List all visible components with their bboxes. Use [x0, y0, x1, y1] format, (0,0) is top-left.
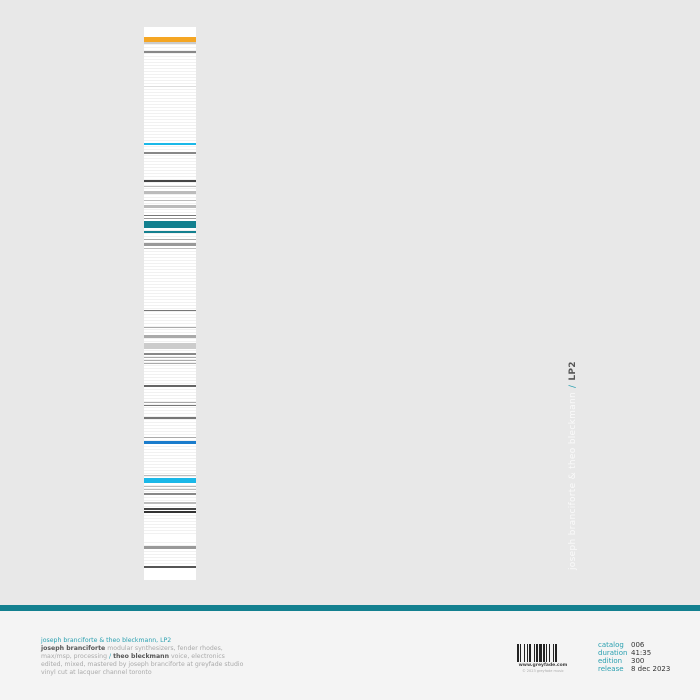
stripe [144, 478, 196, 483]
stripe [144, 486, 196, 487]
stripe [144, 221, 196, 228]
stripe [144, 357, 196, 358]
info-row-catalog: catalog 006 [598, 641, 670, 649]
stripe [144, 441, 196, 444]
stripe [144, 231, 196, 233]
stripe [144, 243, 196, 246]
artist2: theo bleckmann [113, 653, 169, 660]
barcode-url: www.greyfade.com [518, 663, 568, 668]
spine-separator: / [568, 384, 578, 388]
stripe [144, 205, 196, 208]
stripe [144, 546, 196, 549]
barcode-copyright: © 2023 greyfade music [522, 669, 564, 673]
credits-vinyl: vinyl cut at lacquer channel toronto [41, 669, 152, 676]
credits-slash: / [109, 653, 114, 660]
stripe [144, 353, 196, 355]
stripe-artwork [144, 27, 196, 580]
artist1-role: modular synthesizers, fender rhodes, [105, 645, 223, 652]
footer [0, 611, 700, 700]
barcode-bar [553, 644, 554, 662]
stripe [144, 27, 196, 37]
stripe [144, 248, 196, 249]
info-value: 41:35 [631, 649, 652, 657]
credits: joseph branciforte & theo bleckmann, LP2… [41, 637, 243, 677]
barcode [517, 644, 569, 662]
stripe [144, 508, 196, 510]
stripe [144, 335, 196, 338]
credits-production: edited, mixed, mastered by joseph branci… [41, 661, 244, 668]
barcode-bar [546, 644, 547, 662]
info-row-edition: edition 300 [598, 657, 670, 665]
stripe [144, 215, 196, 216]
spine-album-title: LP2 [568, 361, 578, 381]
stripe [144, 186, 196, 187]
stripe [144, 51, 196, 53]
stripe [144, 360, 196, 361]
stripe [144, 42, 196, 44]
info-row-duration: duration 41:35 [598, 649, 670, 657]
info-row-release: release 8 dec 2023 [598, 665, 670, 673]
stripe [144, 152, 196, 154]
barcode-bar [549, 644, 550, 662]
stripe [144, 475, 196, 476]
stripe [144, 86, 196, 87]
stripe [144, 191, 196, 194]
stripe [144, 218, 196, 219]
barcode-bar [536, 644, 538, 662]
spine-title: joseph branciforte & theo bleckmann / LP2 [568, 361, 578, 570]
stripe [144, 502, 196, 504]
stripe [144, 402, 196, 403]
stripe [144, 343, 196, 349]
stripe [144, 385, 196, 387]
barcode-bar [527, 644, 528, 662]
barcode-bar [529, 644, 531, 662]
stripe [144, 437, 196, 438]
barcode-bar [539, 644, 542, 662]
info-label: duration [598, 649, 628, 657]
stripe [144, 200, 196, 201]
stripe [144, 239, 196, 240]
barcode-bar [534, 644, 535, 662]
info-value: 300 [631, 657, 645, 665]
barcode-bar [517, 644, 519, 662]
barcode-bar [520, 644, 521, 662]
stripe [144, 310, 196, 311]
stripe [144, 327, 196, 328]
stripe [144, 566, 196, 568]
stripe [144, 363, 196, 364]
release-info: catalog 006 duration 41:35 edition 300 rele… [598, 641, 670, 673]
barcode-bar [524, 644, 525, 662]
stripe [144, 536, 196, 541]
stripe [144, 37, 196, 42]
info-label: edition [598, 657, 623, 665]
info-label: release [598, 665, 624, 673]
stripe [144, 180, 196, 182]
info-value: 006 [631, 641, 645, 649]
spine-artists: joseph branciforte & theo bleckmann [568, 391, 578, 570]
info-label: catalog [598, 641, 624, 649]
barcode-bar [555, 644, 557, 662]
stripe [144, 569, 196, 580]
stripe [144, 417, 196, 419]
stripe [144, 511, 196, 513]
artist1: joseph branciforte [41, 645, 106, 652]
artist2-role: voice, electronics [169, 653, 225, 660]
stripe [144, 405, 196, 406]
stripe [144, 493, 196, 495]
stripe [144, 143, 196, 145]
info-value: 8 dec 2023 [631, 665, 671, 673]
artist1-role-cont: max/msp, processing [41, 653, 109, 660]
stripe [144, 489, 196, 490]
teal-band [0, 605, 700, 611]
barcode-bar [543, 644, 545, 662]
credits-title: joseph branciforte & theo bleckmann, LP2 [41, 637, 172, 644]
